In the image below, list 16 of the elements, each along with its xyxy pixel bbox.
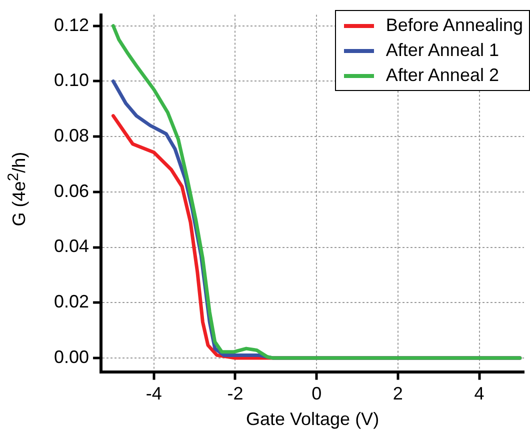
y-tick-label: 0.08 <box>54 126 90 146</box>
y-tick-label: 0.06 <box>54 180 90 201</box>
x-tick-label: -4 <box>146 384 162 404</box>
y-tick-label: 0.00 <box>54 346 90 367</box>
x-tick-label: 2 <box>392 384 403 404</box>
legend-label: After Anneal 2 <box>386 64 499 87</box>
legend-label: After Anneal 1 <box>386 39 499 62</box>
legend-label: Before Annealing <box>386 14 523 37</box>
y-tick-label: 0.02 <box>54 292 90 312</box>
y-tick-label: 0.10 <box>54 70 90 90</box>
x-axis-title: Gate Voltage (V) <box>246 409 380 430</box>
y-tick-label: 0.12 <box>54 14 90 35</box>
x-tick-label: 4 <box>474 384 484 404</box>
x-tick-label: -2 <box>227 384 244 404</box>
y-tick-label: 0.04 <box>54 236 90 256</box>
x-tick-label: 0 <box>312 384 322 404</box>
